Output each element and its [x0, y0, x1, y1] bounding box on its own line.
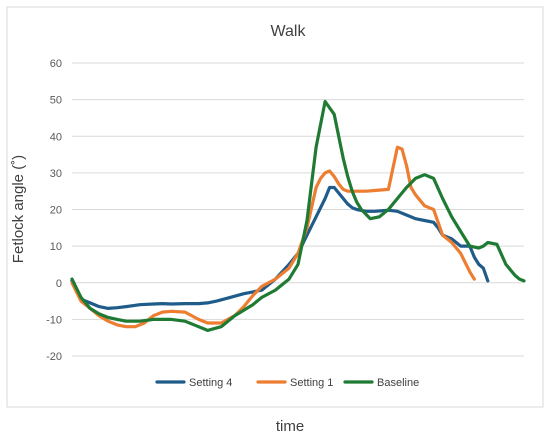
series-line-baseline — [70, 99, 526, 332]
series-lines — [70, 99, 526, 332]
y-tick-label: -20 — [46, 351, 62, 363]
chart-title: Walk — [271, 23, 307, 40]
y-tick-labels: -20 -10 0 10 20 30 40 50 60 — [46, 58, 62, 363]
y-tick-label: 0 — [56, 278, 62, 290]
y-tick-label: 30 — [50, 168, 62, 180]
y-tick-label: 10 — [50, 241, 62, 253]
series-line-setting-1 — [70, 145, 476, 329]
y-axis-label: Fetlock angle (˚) — [10, 155, 27, 263]
legend-label: Setting 1 — [290, 377, 333, 389]
y-tick-label: 60 — [50, 58, 62, 70]
legend-label: Baseline — [377, 377, 419, 389]
chart-area — [6, 6, 544, 408]
y-tick-label: 40 — [50, 131, 62, 143]
y-tick-label: 20 — [50, 205, 62, 217]
y-tick-label: -10 — [46, 314, 62, 326]
legend: Setting 4 Setting 1 Baseline — [155, 377, 419, 389]
legend-label: Setting 4 — [189, 377, 232, 389]
x-axis-label: time — [276, 418, 304, 435]
y-tick-label: 50 — [50, 95, 62, 107]
